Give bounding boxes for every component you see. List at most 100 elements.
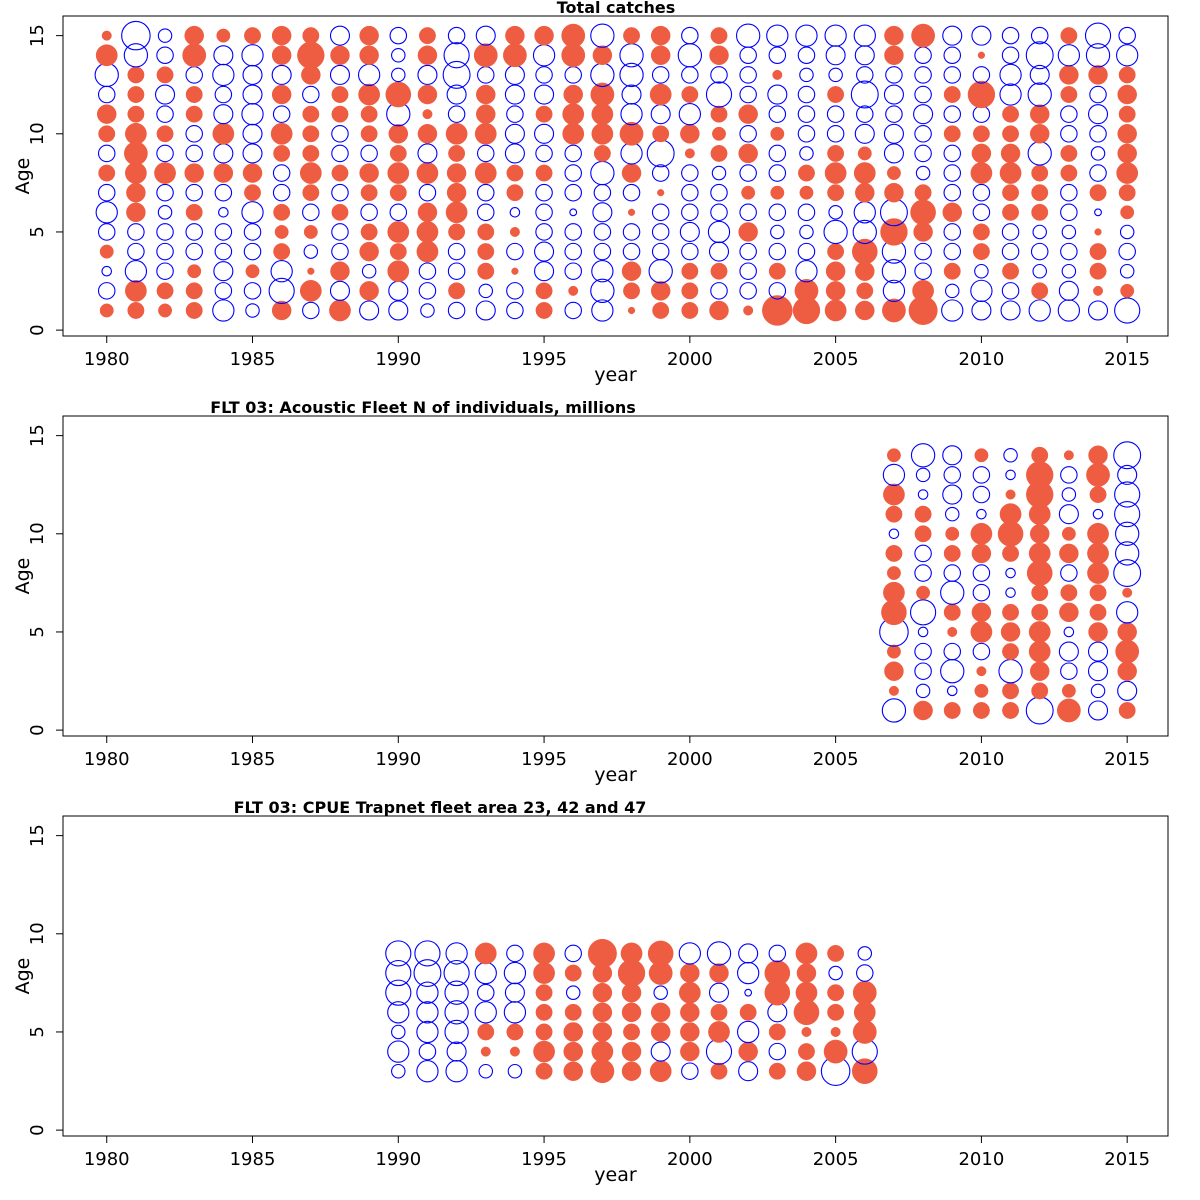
bubble-positive xyxy=(884,25,904,46)
bubble-negative xyxy=(850,80,879,109)
bubble-positive xyxy=(824,299,847,322)
bubble-negative xyxy=(1113,441,1142,470)
bubble-positive xyxy=(738,222,758,242)
bubble-negative xyxy=(825,45,846,66)
bubble-positive xyxy=(184,163,204,183)
bubble-positive xyxy=(474,162,497,184)
bubble-positive xyxy=(943,603,961,621)
bubble-positive xyxy=(1118,184,1136,202)
bubble-positive xyxy=(649,1060,672,1083)
bubble-negative xyxy=(156,183,174,202)
bubble-positive xyxy=(914,184,932,202)
bubble-positive xyxy=(912,279,934,302)
bubble-positive xyxy=(273,243,291,261)
bubble-negative xyxy=(976,508,987,520)
bubble-positive xyxy=(101,30,112,41)
bubble-negative xyxy=(212,63,235,87)
bubble-negative xyxy=(1061,224,1077,240)
bubble-positive xyxy=(1059,602,1079,623)
bubble-positive xyxy=(1060,584,1078,602)
bubble-positive xyxy=(943,262,961,280)
bubble-positive xyxy=(216,28,231,43)
bubble-positive xyxy=(650,281,671,301)
bubble-negative xyxy=(739,125,757,143)
bubble-negative xyxy=(1001,223,1020,241)
bubble-positive xyxy=(1002,643,1020,661)
bubble-negative xyxy=(593,183,612,202)
bubble-negative xyxy=(360,203,378,222)
bubble-positive xyxy=(98,164,116,182)
bubble-negative xyxy=(97,223,116,241)
x-tick-label: 2000 xyxy=(667,749,713,770)
bubble-positive xyxy=(535,1062,553,1080)
bubble-negative xyxy=(768,203,787,222)
bubble-negative xyxy=(385,940,412,967)
bubble-negative xyxy=(1114,297,1141,324)
bubble-positive xyxy=(795,942,818,965)
bubble-positive xyxy=(359,281,379,301)
bubble-positive xyxy=(650,1022,671,1042)
bubble-negative xyxy=(883,123,904,144)
bubble-negative xyxy=(417,64,438,85)
bubble-positive xyxy=(1087,562,1109,584)
bubble-negative xyxy=(569,208,578,217)
bubble-negative xyxy=(650,1041,671,1062)
bubble-positive xyxy=(886,448,901,463)
bubble-negative xyxy=(506,242,524,261)
bubble-negative xyxy=(914,544,932,563)
bubble-negative xyxy=(214,183,233,202)
bubble-positive xyxy=(1117,143,1137,164)
x-tick-label: 2015 xyxy=(1104,349,1150,370)
bubble-positive xyxy=(563,1022,583,1042)
bubble-positive xyxy=(389,184,407,202)
bubble-negative xyxy=(157,28,173,43)
bubble-negative xyxy=(564,262,582,280)
bubble-negative xyxy=(504,982,525,1003)
bubble-positive xyxy=(1094,228,1102,236)
bubble-positive xyxy=(942,202,962,223)
bubble-positive xyxy=(359,45,379,66)
bubble-positive xyxy=(125,122,147,145)
bubble-negative xyxy=(744,988,753,997)
bubble-positive xyxy=(971,543,992,564)
bubble-positive xyxy=(852,980,877,1005)
bubble-negative xyxy=(445,942,468,965)
bubble-positive xyxy=(970,621,993,643)
bubble-negative xyxy=(329,280,351,301)
bubble-negative xyxy=(418,262,437,280)
bubble-negative xyxy=(910,443,936,468)
bubble-positive xyxy=(96,104,117,124)
bubble-positive xyxy=(1089,584,1107,602)
bubble-negative xyxy=(185,223,203,241)
bubble-negative xyxy=(770,224,785,240)
bubble-negative xyxy=(302,85,320,104)
bubble-negative xyxy=(651,242,670,261)
bubble-negative xyxy=(999,63,1022,87)
bubble-negative xyxy=(214,282,233,300)
bubble-negative xyxy=(738,943,759,964)
bubble-positive xyxy=(827,86,845,103)
bubble-positive xyxy=(270,122,293,145)
bubble-positive xyxy=(330,261,350,281)
chart-title: Total catches xyxy=(557,0,675,17)
bubble-negative xyxy=(504,143,525,164)
bubble-positive xyxy=(1088,445,1108,466)
bubble-positive xyxy=(681,302,699,319)
bubble-positive xyxy=(972,125,990,143)
bubble-positive xyxy=(883,483,905,506)
bubble-negative xyxy=(535,183,553,202)
bubble-negative xyxy=(443,42,470,69)
x-tick-label: 2010 xyxy=(958,349,1004,370)
bubble-positive xyxy=(650,45,671,66)
x-tick-label: 2000 xyxy=(667,1149,713,1170)
bubble-positive xyxy=(762,295,793,326)
bubble-positive xyxy=(914,505,932,523)
bubble-negative xyxy=(418,183,437,202)
bubble-negative xyxy=(737,1020,760,1044)
bubble-positive xyxy=(535,1003,553,1021)
bubble-positive xyxy=(477,262,495,280)
bubble-positive xyxy=(974,683,989,698)
bubble-negative xyxy=(648,259,673,284)
bubble-positive xyxy=(388,124,409,144)
bubble-negative xyxy=(442,60,471,89)
